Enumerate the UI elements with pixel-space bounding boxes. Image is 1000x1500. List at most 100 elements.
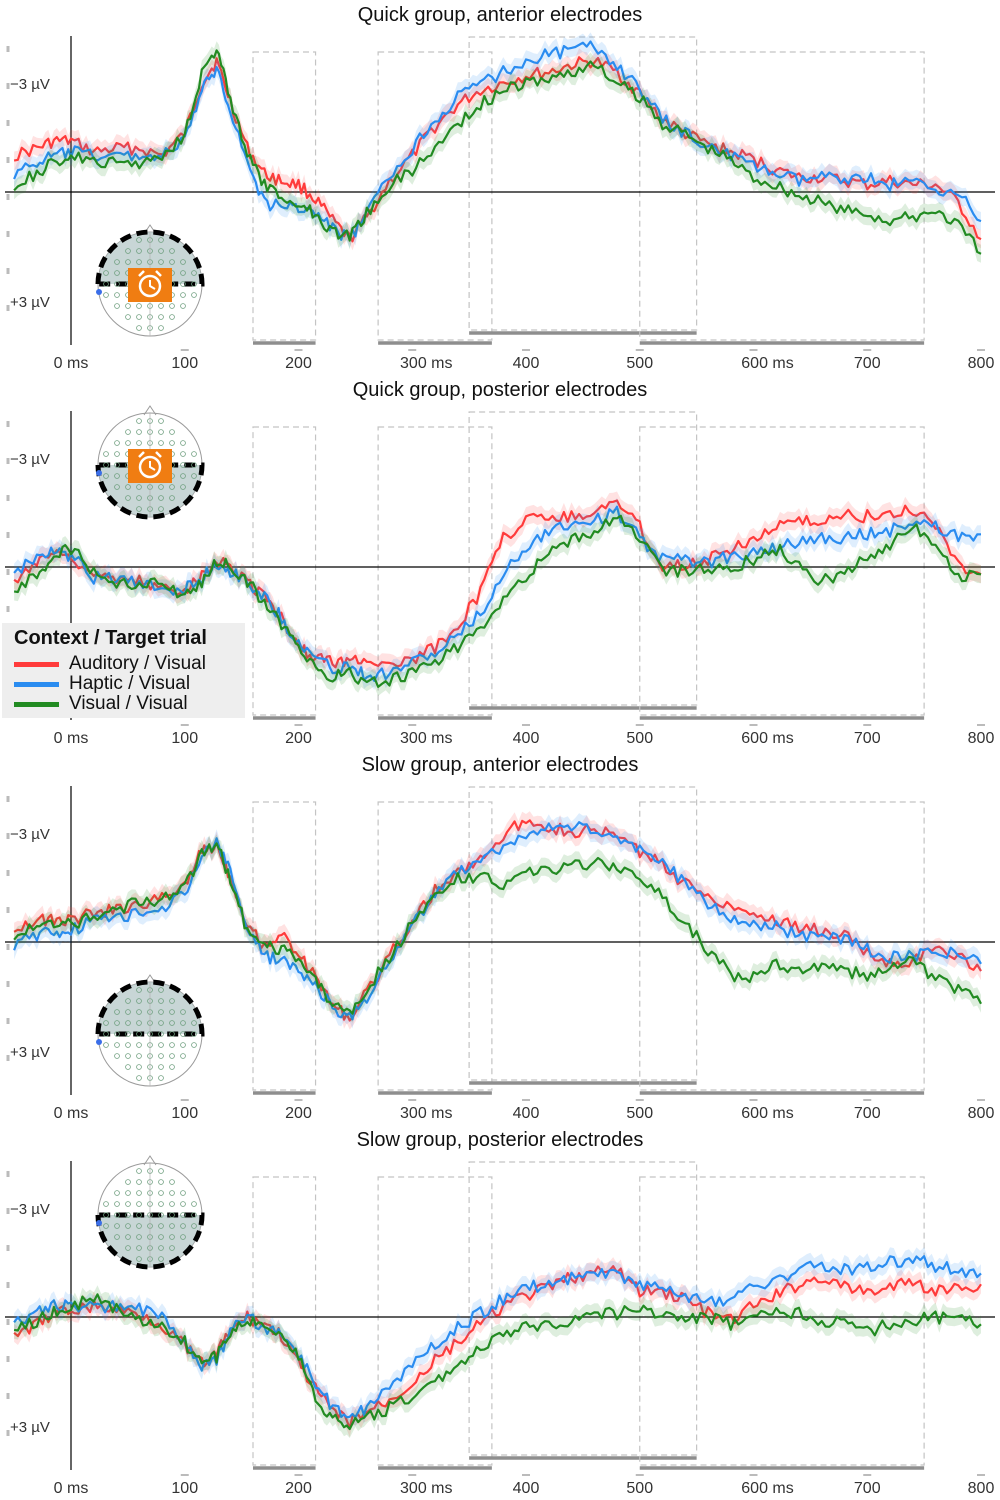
electrode-dot (125, 1179, 131, 1185)
panel-title: Slow group, posterior electrodes (356, 1129, 644, 1151)
electrode-dot (136, 440, 142, 446)
y-tick-label: −3 µV (10, 1201, 50, 1218)
electrode-dot (191, 1212, 197, 1218)
electrode-dot (158, 495, 164, 501)
electrode-dot (125, 429, 131, 435)
electrode-dot (180, 1020, 186, 1026)
electrode-dot (103, 270, 109, 276)
electrode-dot (158, 1064, 164, 1070)
analysis-window (252, 426, 317, 716)
legend-swatch (14, 682, 59, 687)
electrode-dot (136, 1075, 142, 1081)
electrode-dot (191, 1201, 197, 1207)
series-line-visual-visual (13, 1293, 982, 1431)
electrode-dot (136, 429, 142, 435)
analysis-window (639, 426, 925, 716)
series-error-band (14, 813, 982, 1029)
electrode-dot (169, 1201, 175, 1207)
electrode-dot (158, 1256, 164, 1262)
nose-marker (143, 1155, 157, 1166)
x-tick-label: 800 (968, 1105, 995, 1122)
electrode-dot (136, 1179, 142, 1185)
analysis-window (639, 1176, 925, 1466)
electrode-dot (136, 259, 142, 265)
series-error-band (14, 506, 982, 696)
x-tick-label: 100 (171, 355, 198, 372)
x-tick-label: 0 ms (54, 730, 89, 747)
electrode-dot (191, 270, 197, 276)
electrode-dot (169, 314, 175, 320)
electrode-dot (158, 1179, 164, 1185)
series-line-auditory-visual (13, 819, 982, 1022)
clock-hands-icon (149, 461, 156, 471)
electrode-dot (136, 1190, 142, 1196)
x-tick-label: 0 ms (54, 1105, 89, 1122)
legend-swatch (14, 702, 59, 707)
electrode-dot (103, 473, 109, 479)
electrode-dot (125, 440, 131, 446)
electrode-dot (114, 440, 120, 446)
electrode-dot (103, 1223, 109, 1229)
x-tick-label: 100 (171, 1480, 198, 1497)
series-error-band (14, 41, 982, 263)
electrode-dot (180, 1201, 186, 1207)
y-tick-label: +3 µV (10, 1044, 50, 1061)
electrode-dot (136, 1031, 142, 1037)
electrode-dot (136, 325, 142, 331)
x-tick-label: 800 (968, 1480, 995, 1497)
electrode-dot (136, 1245, 142, 1251)
x-tick-label: 700 (854, 1480, 881, 1497)
electrode-dot (114, 303, 120, 309)
electrode-dot (103, 462, 109, 468)
legend-title: Context / Target trial (14, 627, 207, 649)
electrode-dot (125, 1009, 131, 1015)
electrode-dot (191, 1020, 197, 1026)
electrode-dot (114, 1212, 120, 1218)
electrode-dot (114, 1053, 120, 1059)
electrode-dot (114, 1031, 120, 1037)
electrode-dot (191, 1223, 197, 1229)
electrode-dot (136, 1168, 142, 1174)
x-tick-label: 300 ms (400, 730, 452, 747)
electrode-dot (125, 1212, 131, 1218)
scalp-map-icon (95, 224, 205, 337)
electrode-dot (191, 1042, 197, 1048)
electrode-dot (180, 1190, 186, 1196)
electrode-dot (169, 1042, 175, 1048)
x-tick-label: 700 (854, 355, 881, 372)
electrode-dot (114, 259, 120, 265)
electrode-dot (136, 314, 142, 320)
analysis-window (252, 51, 317, 341)
electrode-dot (136, 1009, 142, 1015)
electrode-dot (103, 1042, 109, 1048)
x-tick-label: 700 (854, 1105, 881, 1122)
electrode-dot (103, 281, 109, 287)
electrode-dot (180, 462, 186, 468)
electrode-dot (158, 1009, 164, 1015)
electrode-dot (125, 1234, 131, 1240)
x-tick-label: 600 ms (741, 730, 793, 747)
electrode-dot (191, 451, 197, 457)
electrode-dot (125, 484, 131, 490)
scalp-map-icon (95, 405, 205, 520)
x-tick-label: 700 (854, 730, 881, 747)
panel-title: Slow group, anterior electrodes (361, 754, 639, 776)
series-line-haptic-visual (13, 40, 982, 241)
electrode-dot (103, 1020, 109, 1026)
electrode-dot (114, 1223, 120, 1229)
electrode-dot (158, 998, 164, 1004)
y-tick-label: −3 µV (10, 826, 50, 843)
electrode-dot (180, 303, 186, 309)
panel-title: Quick group, posterior electrodes (352, 379, 648, 401)
electrode-dot (191, 1031, 197, 1037)
electrode-dot (191, 281, 197, 287)
electrode-dot (136, 506, 142, 512)
panel-slow-anterior: Slow group, anterior electrodes −3 µV +3 … (0, 750, 1000, 1125)
electrode-dot (169, 1234, 175, 1240)
electrode-dot (114, 473, 120, 479)
analysis-window (252, 1176, 317, 1466)
electrode-dot (114, 1020, 120, 1026)
electrode-dot (136, 1256, 142, 1262)
